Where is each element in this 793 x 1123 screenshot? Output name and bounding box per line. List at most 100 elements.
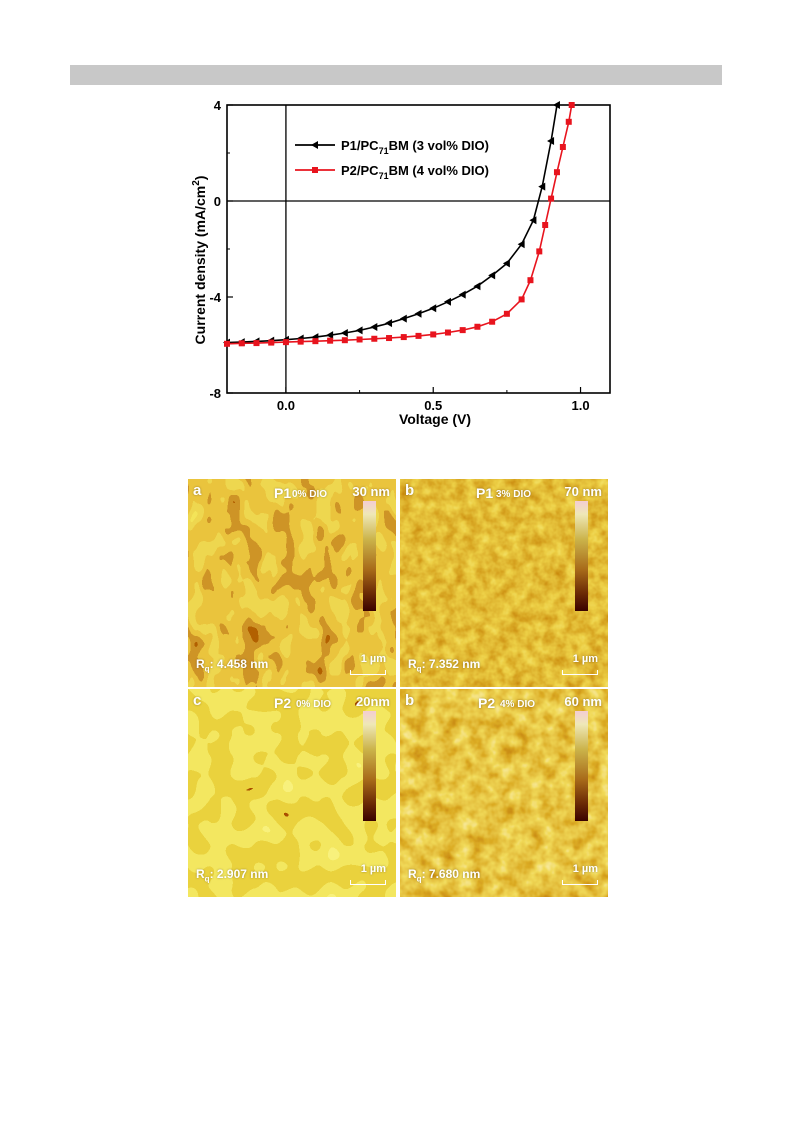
data-point bbox=[385, 319, 393, 328]
height-colorbar bbox=[363, 501, 376, 611]
data-point bbox=[547, 137, 555, 145]
data-point bbox=[355, 326, 363, 335]
scale-bar-label: 1 µm bbox=[360, 863, 386, 875]
polymer-label: P2 bbox=[478, 695, 496, 711]
scale-bar-label: 1 µm bbox=[572, 653, 598, 665]
data-point bbox=[488, 271, 496, 280]
height-colorbar bbox=[575, 501, 588, 611]
legend-entry: P1/PC71BM (3 vol% DIO) bbox=[295, 138, 489, 156]
data-point bbox=[386, 335, 393, 342]
data-point bbox=[327, 337, 334, 344]
scale-bar-label: 1 µm bbox=[572, 863, 598, 875]
afm-panel-d: b P2 4% DIO 60 nm Rq: 7.680 nm 1 µm bbox=[400, 689, 608, 897]
dio-label: 0% DIO bbox=[296, 699, 332, 710]
data-point bbox=[553, 169, 560, 176]
data-point bbox=[282, 339, 289, 346]
y-axis-label: Current density (mA/cm2) bbox=[191, 176, 208, 345]
polymer-label: P2 bbox=[274, 695, 292, 711]
data-point bbox=[542, 222, 549, 228]
scale-bar-label: 1 µm bbox=[360, 653, 386, 665]
data-point bbox=[400, 334, 407, 341]
afm-image-grid: a P1 0% DIO 30 nm Rq: 4.458 nm 1 µm bbox=[188, 479, 608, 899]
afm-panel-a: a P1 0% DIO 30 nm Rq: 4.458 nm 1 µm bbox=[188, 479, 396, 687]
height-scale-label: 60 nm bbox=[564, 694, 602, 709]
data-point bbox=[340, 329, 348, 337]
height-scale-label: 20nm bbox=[356, 694, 390, 709]
data-point bbox=[552, 101, 560, 109]
polymer-label: P1 bbox=[274, 485, 292, 501]
data-point bbox=[415, 332, 422, 339]
data-point bbox=[370, 323, 378, 331]
data-point bbox=[268, 339, 275, 346]
polymer-label: P1 bbox=[476, 485, 494, 501]
scale-bar bbox=[350, 880, 386, 885]
data-point bbox=[399, 314, 407, 323]
data-point bbox=[473, 282, 481, 291]
x-tick-label: 0.5 bbox=[424, 398, 442, 413]
scale-bar bbox=[350, 670, 386, 675]
data-point bbox=[568, 102, 575, 108]
data-point bbox=[517, 240, 525, 249]
data-point bbox=[311, 141, 318, 149]
data-point bbox=[297, 338, 304, 345]
x-tick-label: 1.0 bbox=[571, 398, 589, 413]
height-colorbar bbox=[363, 711, 376, 821]
data-point bbox=[458, 290, 466, 299]
y-tick-label: -4 bbox=[209, 290, 221, 305]
afm-texture bbox=[188, 479, 396, 687]
dio-label: 0% DIO bbox=[292, 489, 328, 500]
data-point bbox=[502, 259, 510, 268]
x-axis-label: Voltage (V) bbox=[399, 411, 471, 427]
y-tick-label: 0 bbox=[214, 194, 221, 209]
data-point bbox=[527, 277, 534, 284]
data-point bbox=[518, 296, 525, 303]
series-p2 bbox=[224, 102, 575, 347]
data-point bbox=[341, 337, 348, 344]
height-scale-label: 70 nm bbox=[564, 484, 602, 499]
data-point bbox=[429, 304, 437, 313]
roughness-label: Rq: 7.352 nm bbox=[408, 656, 481, 673]
data-point bbox=[253, 340, 260, 347]
data-point bbox=[559, 144, 566, 150]
afm-texture bbox=[400, 479, 608, 687]
data-point bbox=[430, 331, 437, 338]
x-tick-label: 0.0 bbox=[277, 398, 295, 413]
dio-label: 3% DIO bbox=[496, 489, 532, 500]
scale-bar bbox=[562, 880, 598, 885]
data-point bbox=[548, 195, 555, 202]
data-point bbox=[529, 216, 537, 225]
data-point bbox=[238, 340, 245, 347]
legend-label: P1/PC71BM (3 vol% DIO) bbox=[341, 138, 489, 156]
data-point bbox=[371, 335, 378, 342]
height-scale-label: 30 nm bbox=[352, 484, 390, 499]
data-point bbox=[444, 329, 451, 336]
data-point bbox=[414, 309, 422, 318]
roughness-label: Rq: 7.680 nm bbox=[408, 866, 481, 883]
height-colorbar bbox=[575, 711, 588, 821]
roughness-label: Rq: 4.458 nm bbox=[196, 656, 269, 673]
data-point bbox=[565, 118, 572, 125]
data-point bbox=[538, 182, 546, 191]
y-tick-label: -8 bbox=[209, 386, 221, 401]
panel-letter: b bbox=[405, 482, 415, 499]
data-point bbox=[312, 167, 318, 173]
data-point bbox=[312, 338, 319, 345]
afm-texture bbox=[400, 689, 608, 897]
data-point bbox=[356, 336, 363, 343]
afm-texture bbox=[188, 689, 396, 897]
data-point bbox=[489, 318, 496, 325]
scale-bar bbox=[562, 670, 598, 675]
data-point bbox=[459, 327, 466, 334]
afm-panel-b: b P1 3% DIO 70 nm Rq: 7.352 nm 1 µm bbox=[400, 479, 608, 687]
y-tick-label: 4 bbox=[214, 98, 222, 113]
data-point bbox=[443, 297, 451, 306]
legend-entry: P2/PC71BM (4 vol% DIO) bbox=[295, 163, 489, 181]
dio-label: 4% DIO bbox=[500, 699, 536, 710]
data-point bbox=[474, 323, 481, 330]
data-point bbox=[536, 248, 543, 255]
header-bar bbox=[70, 65, 722, 85]
panel-letter: b bbox=[405, 692, 415, 709]
panel-letter: c bbox=[193, 692, 202, 709]
data-point bbox=[224, 340, 230, 347]
afm-panel-c: c P2 0% DIO 20nm Rq: 2.907 nm 1 µm bbox=[188, 689, 396, 897]
